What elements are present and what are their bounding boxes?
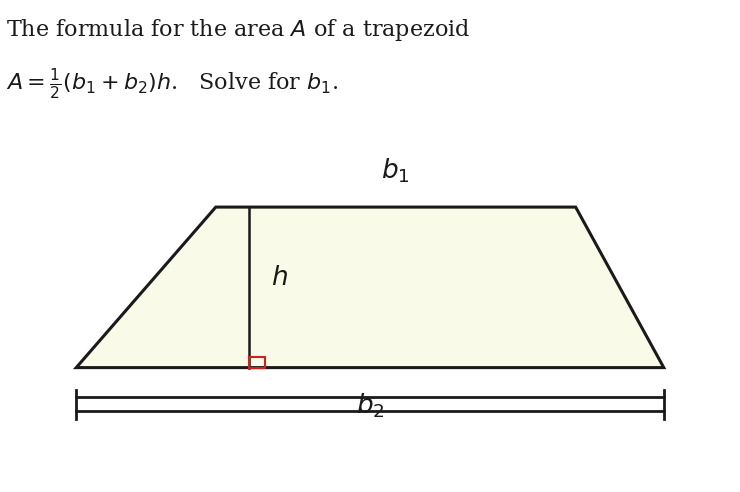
Text: The formula for the area $A$ of a trapezoid: The formula for the area $A$ of a trapez… bbox=[7, 17, 471, 43]
Text: $b_1$: $b_1$ bbox=[381, 156, 410, 185]
Text: $b_2$: $b_2$ bbox=[356, 391, 384, 420]
Bar bbox=[249, 357, 265, 368]
Text: $h$: $h$ bbox=[271, 265, 288, 290]
Polygon shape bbox=[76, 207, 664, 368]
Text: $A = \frac{1}{2}(b_1 + b_2)h$.   Solve for $b_1$.: $A = \frac{1}{2}(b_1 + b_2)h$. Solve for… bbox=[7, 66, 339, 101]
